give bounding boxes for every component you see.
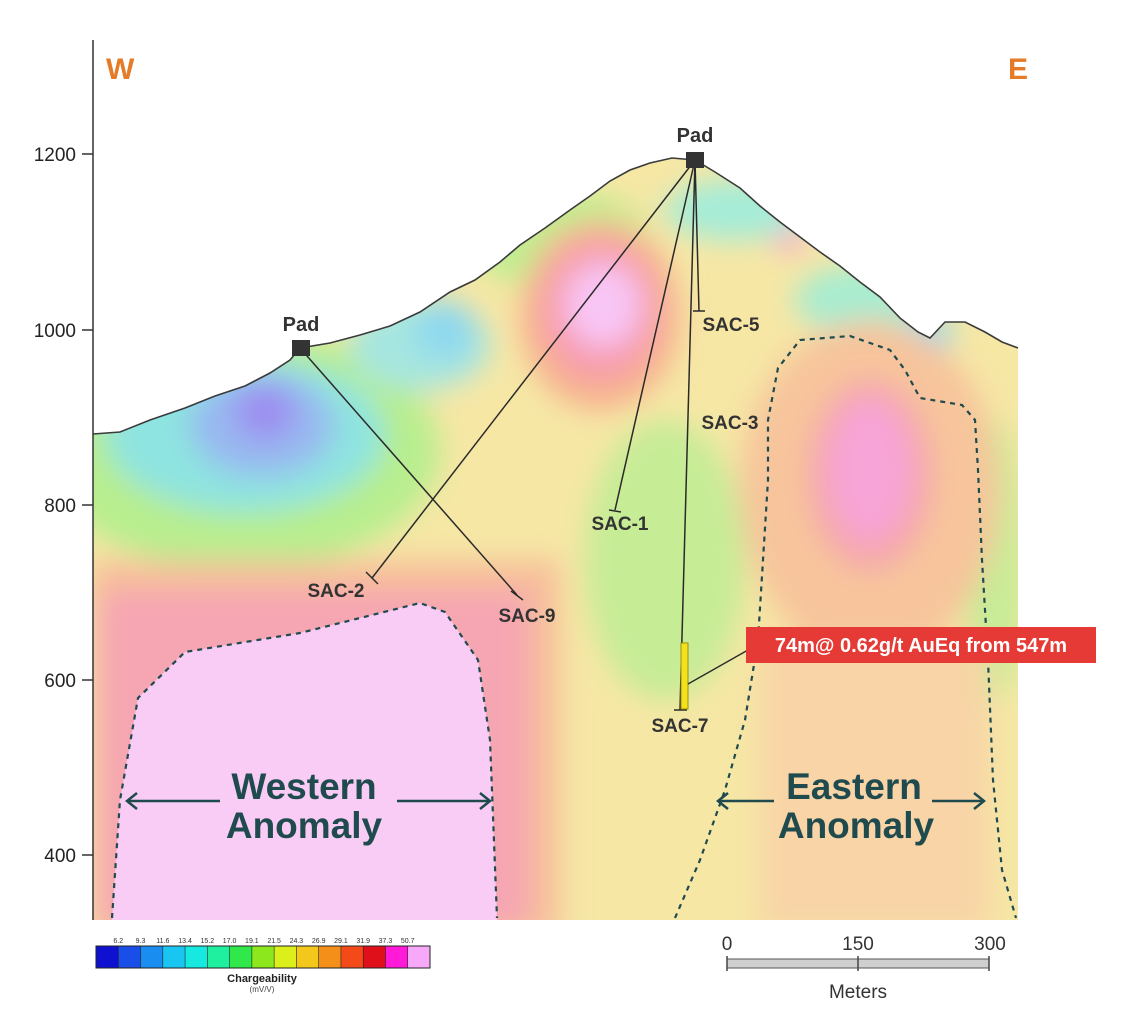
intercept-text: 74m@ 0.62g/t AuEq from 547m [775, 635, 1067, 657]
legend-value: 26.9 [312, 938, 326, 945]
trace-sac-1 [614, 159, 696, 511]
legend-value: 21.5 [267, 938, 281, 945]
legend-value: 37.3 [379, 938, 393, 945]
legend-value: 11.6 [156, 938, 169, 945]
legend-swatch [251, 946, 275, 968]
legend-value: 31.9 [356, 938, 370, 945]
legend-value: 29.1 [334, 938, 348, 945]
intercept-leader [687, 649, 749, 685]
western-anomaly-line1: Western [231, 766, 376, 807]
legend-swatch [407, 946, 431, 968]
eastern-anomaly-line2: Anomaly [778, 805, 935, 846]
y-tick-800: 800 [44, 496, 76, 517]
legend-swatch [363, 946, 386, 968]
label-sac-7: SAC-7 [651, 716, 708, 737]
legend-swatch [140, 946, 164, 968]
y-tick-600: 600 [44, 671, 76, 692]
label-sac-2: SAC-2 [307, 581, 364, 602]
scale-tick-150: 150 [842, 934, 874, 955]
legend-value: 19.1 [245, 938, 259, 945]
legend-value: 6.2 [113, 938, 123, 945]
legend-swatch [318, 946, 342, 968]
scale-tick-0: 0 [722, 934, 733, 955]
west-label: W [106, 53, 135, 86]
legend-value: 9.3 [136, 938, 146, 945]
legend-units: (mV/V) [250, 985, 275, 994]
label-sac-3: SAC-3 [701, 413, 758, 434]
terrain-profile [92, 157, 1019, 435]
chargeability-legend: 6.2 9.3 11.6 13.4 15.2 17.0 19.1 21.5 24.3 26.9 29… [95, 938, 431, 969]
legend-swatch [162, 946, 186, 968]
legend-swatch [385, 946, 409, 968]
intercept-callout [746, 627, 1096, 663]
legend-value: 15.2 [201, 938, 215, 945]
label-sac-9: SAC-9 [498, 606, 555, 627]
drill-traces [299, 159, 705, 711]
scale-unit: Meters [829, 982, 887, 1003]
legend-value: 24.3 [290, 938, 304, 945]
legend-value: 17.0 [223, 938, 237, 945]
east-pad-marker [686, 152, 704, 168]
western-anomaly-outline [110, 601, 499, 919]
legend-swatch [229, 946, 253, 968]
legend-swatch [118, 946, 142, 968]
trace-sac-2 [371, 159, 696, 579]
label-sac-1: SAC-1 [591, 514, 648, 535]
anomaly-arrows [124, 792, 987, 810]
west-pad-label: Pad [283, 314, 320, 336]
label-sac-5: SAC-5 [702, 315, 759, 336]
east-label: E [1008, 53, 1028, 86]
legend-swatch [340, 946, 364, 968]
legend-value: 50.7 [401, 938, 415, 945]
eastern-anomaly-outline [673, 334, 1018, 919]
legend-swatch [207, 946, 231, 968]
y-tick-1200: 1200 [34, 145, 76, 166]
trace-sac-5 [694, 159, 700, 312]
legend-value: 13.4 [178, 938, 192, 945]
west-pad-marker [292, 340, 310, 356]
legend-title: Chargeability [227, 973, 298, 985]
legend-swatch [185, 946, 208, 968]
y-tick-1000: 1000 [34, 321, 76, 342]
western-anomaly-line2: Anomaly [226, 805, 383, 846]
trace-sac-9 [299, 347, 518, 596]
y-axis: 1200 1000 800 600 400 [34, 40, 94, 920]
legend-swatch [96, 946, 119, 968]
scale-tick-300: 300 [974, 934, 1006, 955]
intercept-zone [680, 642, 689, 710]
y-tick-400: 400 [44, 846, 76, 867]
scale-bar: 0 150 300 Meters [722, 934, 1006, 1003]
trace-sac-7 [679, 159, 696, 711]
legend-swatch [274, 946, 297, 968]
eastern-anomaly-line1: Eastern [786, 766, 922, 807]
legend-border [95, 945, 431, 969]
legend-swatch [296, 946, 320, 968]
east-pad-label: Pad [677, 125, 714, 147]
